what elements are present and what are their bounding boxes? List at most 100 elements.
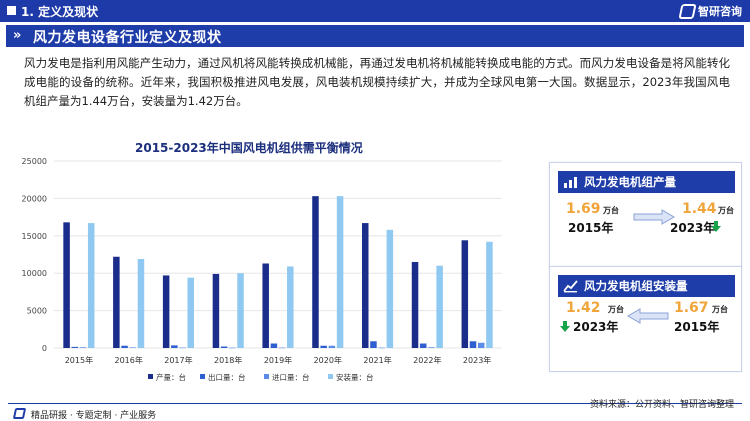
x-tick-label: 2022年 <box>413 355 441 365</box>
bar-3-1 <box>79 347 87 348</box>
bar-1-2 <box>113 256 120 348</box>
footer-services: 精品研报 · 专题定制 · 产业服务 <box>31 411 157 421</box>
production-2023-value: 1.44 <box>682 201 717 217</box>
installation-2023-year: 2023年 <box>573 320 619 334</box>
bar-3-8 <box>428 347 435 348</box>
bar-1-1 <box>63 222 70 348</box>
x-tick-label: 2023年 <box>463 355 491 365</box>
top-header: 1. 定义及现状 智研咨询 <box>0 0 750 22</box>
bar-4-7 <box>386 229 394 348</box>
installation-2015-year: 2015年 <box>674 320 720 334</box>
x-tick-label: 2017年 <box>164 355 192 365</box>
double-chevron-icon: » <box>13 28 22 43</box>
installation-2015-unit: 万台 <box>712 305 728 314</box>
left-arrow-icon <box>627 308 669 324</box>
bar-2-9 <box>469 341 477 348</box>
bar-1-7 <box>362 223 369 348</box>
bar-1-8 <box>411 261 419 348</box>
bar-chart-icon <box>564 177 577 188</box>
installation-2015-value: 1.67 <box>674 300 709 316</box>
bar-3-2 <box>129 347 137 349</box>
page-footer: 精品研报 · 专题定制 · 产业服务 资料来源：公开资料、智研咨询整理 <box>0 400 750 421</box>
logo-mark-icon <box>678 3 697 19</box>
y-tick-label: 5000 <box>27 307 47 316</box>
legend-swatch <box>148 374 153 379</box>
bar-2-3 <box>171 345 178 348</box>
production-2015-year: 2015年 <box>568 221 614 235</box>
data-source: 资料来源：公开资料、智研咨询整理 <box>589 400 734 410</box>
footer-divider <box>8 403 742 404</box>
header-square-icon <box>7 6 16 15</box>
line-chart-icon <box>563 280 578 293</box>
chart-title: 2015-2023年中国风电机组供需平衡情况 <box>135 141 363 155</box>
y-tick-label: 25000 <box>22 157 47 166</box>
bar-2-8 <box>419 343 427 348</box>
legend-label: 产量：台 <box>156 372 186 382</box>
legend-label: 进口量：台 <box>272 372 310 382</box>
installation-2023-value: 1.42 <box>566 300 601 316</box>
x-tick-label: 2015年 <box>65 355 93 365</box>
production-2015-value: 1.69 <box>566 201 601 217</box>
right-arrow-icon <box>633 209 675 225</box>
title-banner: » 风力发电设备行业定义及现状 <box>6 25 744 47</box>
x-tick-label: 2021年 <box>363 355 391 365</box>
bar-3-9 <box>477 342 485 348</box>
installation-card: 风力发电机组安装量 1.42 万台 2023年 1.67 万台 2015年 <box>549 266 742 372</box>
y-tick-label: 10000 <box>22 269 47 278</box>
bar-4-2 <box>137 258 145 348</box>
bar-3-6 <box>328 345 336 348</box>
x-tick-label: 2018年 <box>214 355 242 365</box>
bar-4-6 <box>336 196 344 348</box>
x-tick-label: 2020年 <box>314 355 342 365</box>
down-arrow-icon <box>711 221 721 232</box>
brand-logo: 智研咨询 <box>678 3 742 19</box>
down-arrow-icon <box>560 321 570 332</box>
y-tick-label: 0 <box>42 344 47 353</box>
production-card-title: 风力发电机组产量 <box>584 175 676 189</box>
y-tick-label: 15000 <box>22 232 47 241</box>
bar-4-3 <box>187 277 194 348</box>
y-tick-label: 20000 <box>22 194 47 203</box>
legend-swatch <box>200 374 205 379</box>
bar-1-9 <box>461 240 469 348</box>
bar-2-6 <box>320 345 327 348</box>
installation-2023-unit: 万台 <box>608 305 624 314</box>
bar-2-5 <box>270 343 278 348</box>
bar-4-5 <box>287 266 294 348</box>
intro-paragraph: 风力发电是指利用风能产生动力，通过风机将风能转换成机械能，再通过发电机将机械能转… <box>24 56 730 108</box>
bar-1-6 <box>312 196 319 348</box>
bar-2-1 <box>71 346 79 348</box>
production-2023-unit: 万台 <box>718 206 734 215</box>
footer-logo-icon <box>12 408 27 419</box>
bar-3-3 <box>179 347 186 349</box>
bar-chart: 0 5000 10000 15000 20000 25000 2015年 2016年 2017年… <box>22 157 502 382</box>
bar-2-7 <box>370 341 377 348</box>
legend-label: 安装量：台 <box>336 372 374 382</box>
banner-title: 风力发电设备行业定义及现状 <box>33 30 222 46</box>
bar-1-5 <box>262 263 269 348</box>
logo-text: 智研咨询 <box>698 5 742 18</box>
production-card-header: 风力发电机组产量 <box>558 171 735 193</box>
legend-label: 出口量：台 <box>208 372 246 382</box>
bar-4-9 <box>486 241 493 348</box>
legend-swatch <box>264 374 269 379</box>
x-tick-label: 2019年 <box>264 355 292 365</box>
bar-4-4 <box>237 273 244 348</box>
bar-1-4 <box>212 273 220 348</box>
bar-4-8 <box>436 265 443 348</box>
installation-card-header: 风力发电机组安装量 <box>558 275 735 297</box>
installation-card-title: 风力发电机组安装量 <box>584 279 688 293</box>
bar-3-7 <box>378 347 385 349</box>
bar-3-5 <box>278 347 286 349</box>
bar-3-4 <box>229 347 236 349</box>
production-card: 风力发电机组产量 1.69 万台 2015年 1.44 万台 2023年 <box>549 162 742 268</box>
bar-4-1 <box>87 223 95 348</box>
x-tick-label: 2016年 <box>114 355 142 365</box>
bar-1-3 <box>162 275 170 348</box>
bar-2-2 <box>121 345 128 348</box>
production-2015-unit: 万台 <box>603 206 619 215</box>
legend-swatch <box>328 374 333 379</box>
production-2023-year: 2023年 <box>670 221 716 235</box>
bar-2-4 <box>220 346 228 348</box>
section-title: 1. 定义及现状 <box>21 5 99 19</box>
